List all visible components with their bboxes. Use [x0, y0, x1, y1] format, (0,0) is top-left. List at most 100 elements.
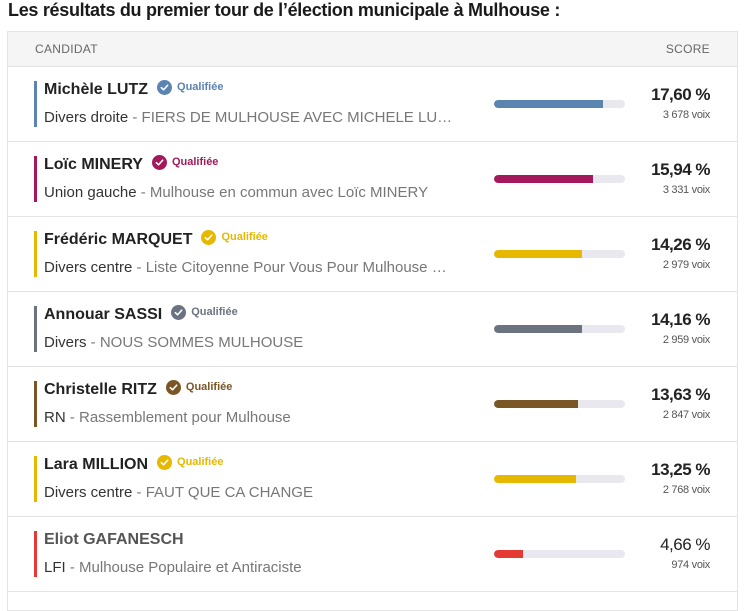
score-percent: 13,63 % [651, 385, 710, 404]
score-bar-fill [494, 400, 579, 408]
score-percent: 14,16 % [651, 310, 710, 329]
score-percent: 17,60 % [651, 85, 710, 104]
candidate-name-text: Lara MILLION [44, 456, 149, 473]
party-line: Divers droite - FIERS DE MULHOUSE AVEC M… [44, 109, 452, 126]
party-color-marker [34, 306, 37, 352]
vote-count: 2 959 voix [662, 334, 710, 346]
qualified-badge: Qualifiée [157, 454, 224, 470]
score-bar [494, 250, 625, 258]
candidate-name-text: Eliot GAFANESCH [44, 531, 184, 548]
candidate-name: Lara MILLION Qualifiée [44, 454, 224, 474]
qualified-badge: Qualifiée [171, 304, 238, 320]
party-line: Divers centre - FAUT QUE CA CHANGE [44, 484, 313, 501]
score-percent: 15,94 % [651, 160, 710, 179]
table-row: Frédéric MARQUET Qualifiée Divers centre -… [8, 217, 737, 292]
results-rows: Michèle LUTZ Qualifiée Divers droite - FIE… [8, 67, 737, 592]
table-row: Lara MILLION Qualifiée Divers centre - FAU… [8, 442, 737, 517]
party-color-marker [34, 456, 37, 502]
party-name: Divers [44, 334, 87, 351]
party-line: Divers - NOUS SOMMES MULHOUSE [44, 334, 303, 351]
table-row: Eliot GAFANESCH LFI - Mulhouse Populaire … [8, 517, 737, 592]
party-name: Divers centre [44, 484, 133, 501]
party-line: Union gauche - Mulhouse en commun avec L… [44, 184, 428, 201]
party-name: LFI [44, 559, 66, 576]
score-bar [494, 550, 625, 558]
check-icon [151, 154, 167, 170]
table-row: Christelle RITZ Qualifiée RN - Rassembleme… [8, 367, 737, 442]
list-name: - Mulhouse en commun avec Loïc MINERY [136, 184, 429, 201]
party-name: RN [44, 409, 66, 426]
table-row: Annouar SASSI Qualifiée Divers - NOUS SOMM… [8, 292, 737, 367]
candidate-name: Frédéric MARQUET Qualifiée [44, 229, 268, 249]
party-name: Divers droite [44, 109, 129, 126]
score-bar-fill [494, 475, 576, 483]
party-color-marker [34, 531, 37, 577]
qualified-label: Qualifiée [171, 156, 219, 168]
list-name: - FAUT QUE CA CHANGE [132, 484, 313, 501]
candidate-name: Loïc MINERY Qualifiée [44, 154, 219, 174]
candidate-name-text: Annouar SASSI [44, 306, 163, 323]
column-header-candidate: CANDIDAT [35, 42, 98, 56]
candidate-name: Christelle RITZ Qualifiée [44, 379, 233, 399]
list-name: - Mulhouse Populaire et Antiraciste [65, 559, 302, 576]
page-title: Les résultats du premier tour de l’élect… [8, 0, 561, 20]
check-icon [201, 229, 217, 245]
score-percent: 4,66 % [660, 535, 710, 554]
vote-count: 2 847 voix [662, 409, 710, 421]
score-bar [494, 400, 625, 408]
vote-count: 2 979 voix [662, 259, 710, 271]
candidate-name-text: Christelle RITZ [44, 381, 157, 398]
candidate-name-text: Frédéric MARQUET [44, 231, 193, 248]
candidate-name: Annouar SASSI Qualifiée [44, 304, 238, 324]
party-color-marker [34, 156, 37, 202]
candidate-name-text: Loïc MINERY [44, 156, 143, 173]
check-icon [157, 454, 173, 470]
check-icon [171, 304, 187, 320]
qualified-badge: Qualifiée [157, 79, 224, 95]
qualified-badge: Qualifiée [201, 229, 268, 245]
party-name: Union gauche [44, 184, 137, 201]
candidate-name-text: Michèle LUTZ [44, 81, 149, 98]
score-bar-fill [494, 325, 582, 333]
vote-count: 974 voix [671, 559, 710, 571]
results-table: CANDIDAT SCORE Michèle LUTZ Qualifiée Dive… [7, 31, 738, 611]
score-bar-fill [494, 250, 583, 258]
party-line: RN - Rassemblement pour Mulhouse [44, 409, 291, 426]
vote-count: 3 331 voix [662, 184, 710, 196]
score-bar-fill [494, 175, 593, 183]
score-bar [494, 475, 625, 483]
qualified-badge: Qualifiée [151, 154, 219, 170]
table-header: CANDIDAT SCORE [8, 32, 737, 67]
qualified-label: Qualifiée [177, 81, 224, 93]
list-name: - FIERS DE MULHOUSE AVEC MICHELE LU… [128, 109, 453, 126]
table-row: Michèle LUTZ Qualifiée Divers droite - FIE… [8, 67, 737, 142]
column-header-score: SCORE [665, 42, 710, 56]
party-color-marker [34, 381, 37, 427]
list-name: - NOUS SOMMES MULHOUSE [86, 334, 304, 351]
qualified-label: Qualifiée [177, 456, 224, 468]
list-name: - Liste Citoyenne Pour Vous Pour Mulhous… [132, 259, 447, 276]
qualified-label: Qualifiée [185, 381, 233, 393]
qualified-label: Qualifiée [191, 306, 238, 318]
check-icon [157, 79, 173, 95]
candidate-name: Michèle LUTZ Qualifiée [44, 79, 224, 99]
party-color-marker [34, 81, 37, 127]
vote-count: 3 678 voix [662, 109, 710, 121]
score-bar [494, 175, 625, 183]
score-bar-fill [494, 100, 603, 108]
qualified-label: Qualifiée [221, 231, 268, 243]
candidate-name: Eliot GAFANESCH [44, 531, 184, 549]
score-percent: 13,25 % [651, 460, 710, 479]
score-percent: 14,26 % [651, 235, 710, 254]
score-bar-fill [494, 550, 523, 558]
score-bar [494, 325, 625, 333]
party-color-marker [34, 231, 37, 277]
check-icon [165, 379, 181, 395]
party-line: LFI - Mulhouse Populaire et Antiraciste [44, 559, 302, 576]
vote-count: 2 768 voix [662, 484, 710, 496]
party-name: Divers centre [44, 259, 133, 276]
qualified-badge: Qualifiée [165, 379, 233, 395]
table-row: Loïc MINERY Qualifiée Union gauche - Mulho… [8, 142, 737, 217]
score-bar [494, 100, 625, 108]
list-name: - Rassemblement pour Mulhouse [65, 409, 291, 426]
